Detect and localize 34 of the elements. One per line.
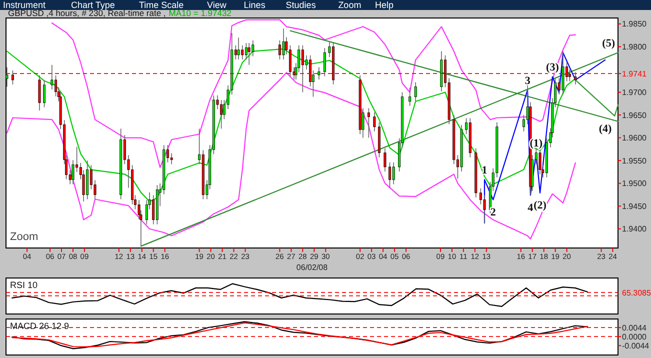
y-tick-label: 1.9800	[622, 42, 648, 52]
y-tick-label: 1.9550	[622, 156, 648, 166]
y-tick-label: -0.0044	[622, 341, 650, 350]
y-tick-label: 0.0044	[622, 323, 648, 332]
text: 65.3085	[622, 288, 651, 298]
chart-title: RSI 10	[10, 280, 38, 290]
annotation: (2)	[534, 200, 547, 212]
y-tick-label: 0.0000	[622, 332, 648, 342]
annotation: (5)	[602, 37, 616, 50]
text: Lines	[244, 0, 266, 10]
text: Help	[375, 0, 394, 10]
chart-title: MACD 26 12 9	[10, 321, 70, 331]
y-tick-label: 1.9650	[622, 110, 648, 120]
y-tick-label: 1.9850	[622, 20, 648, 29]
annotation: (4)	[598, 122, 612, 135]
x-axis-title: 06/02/08	[296, 263, 328, 272]
annotation: 1	[482, 164, 488, 177]
text: Chart Type	[71, 0, 115, 10]
y-tick-label: 1.9500	[622, 179, 648, 188]
chart-subtitle: MA10 = 1.97432	[168, 8, 232, 18]
y-tick-label: 1.9450	[622, 202, 648, 211]
text: Time Scale	[139, 0, 184, 10]
annotation: 3	[524, 74, 531, 87]
annotation: Zoom	[10, 231, 38, 243]
annotation: 4	[528, 202, 534, 214]
ref-line-label: 1.9741	[622, 69, 648, 78]
annotation: 2	[490, 206, 496, 219]
text: Studies	[286, 0, 316, 10]
text: Instrument	[3, 0, 46, 10]
y-tick-label: 1.9600	[622, 134, 648, 143]
text: View	[207, 0, 227, 10]
y-tick-label: 1.9400	[622, 224, 648, 234]
text: Zoom	[338, 0, 362, 10]
y-tick-label: 1.9700	[622, 88, 648, 98]
